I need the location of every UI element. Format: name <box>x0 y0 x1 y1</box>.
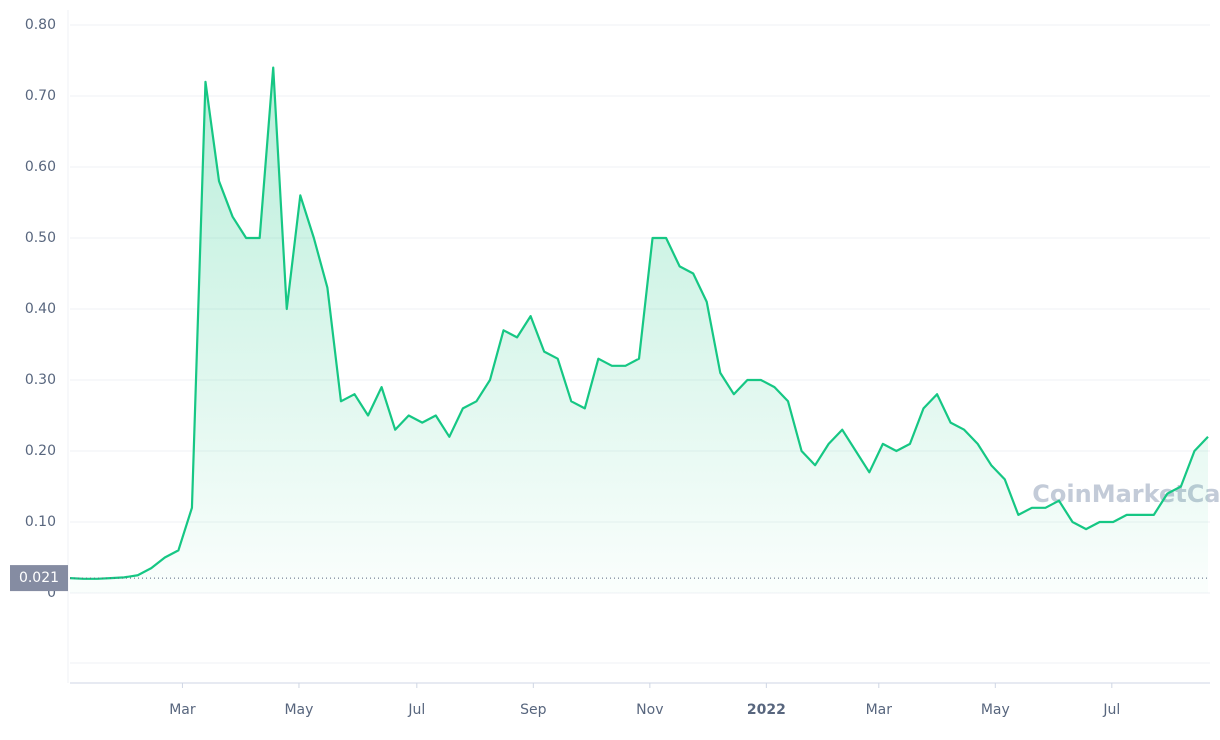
x-tick-label: Nov <box>636 702 663 718</box>
x-tick-label: Mar <box>169 702 196 718</box>
x-tick-label: Jul <box>1102 702 1120 718</box>
x-tick-label: 2022 <box>747 702 786 718</box>
start-price-label: 0.021 <box>19 570 59 586</box>
x-tick-label: May <box>284 702 313 718</box>
y-tick-label: 0.60 <box>25 159 56 175</box>
x-tick-label: May <box>981 702 1010 718</box>
price-area <box>70 67 1208 594</box>
y-tick-label: 0.10 <box>25 514 56 530</box>
y-tick-label: 0.50 <box>25 230 56 246</box>
y-tick-label: 0.40 <box>25 301 56 317</box>
x-tick-label: Mar <box>866 702 893 718</box>
y-tick-label: 0.70 <box>25 88 56 104</box>
x-tick-label: Jul <box>407 702 425 718</box>
y-tick-label: 0.80 <box>25 17 56 33</box>
price-line <box>69 66 1209 580</box>
y-tick-label: 0.20 <box>25 443 56 459</box>
y-tick-label: 0.30 <box>25 372 56 388</box>
y-tick-label: 0 <box>47 585 56 601</box>
x-tick-label: Sep <box>520 702 547 718</box>
start-price-box <box>10 565 68 592</box>
